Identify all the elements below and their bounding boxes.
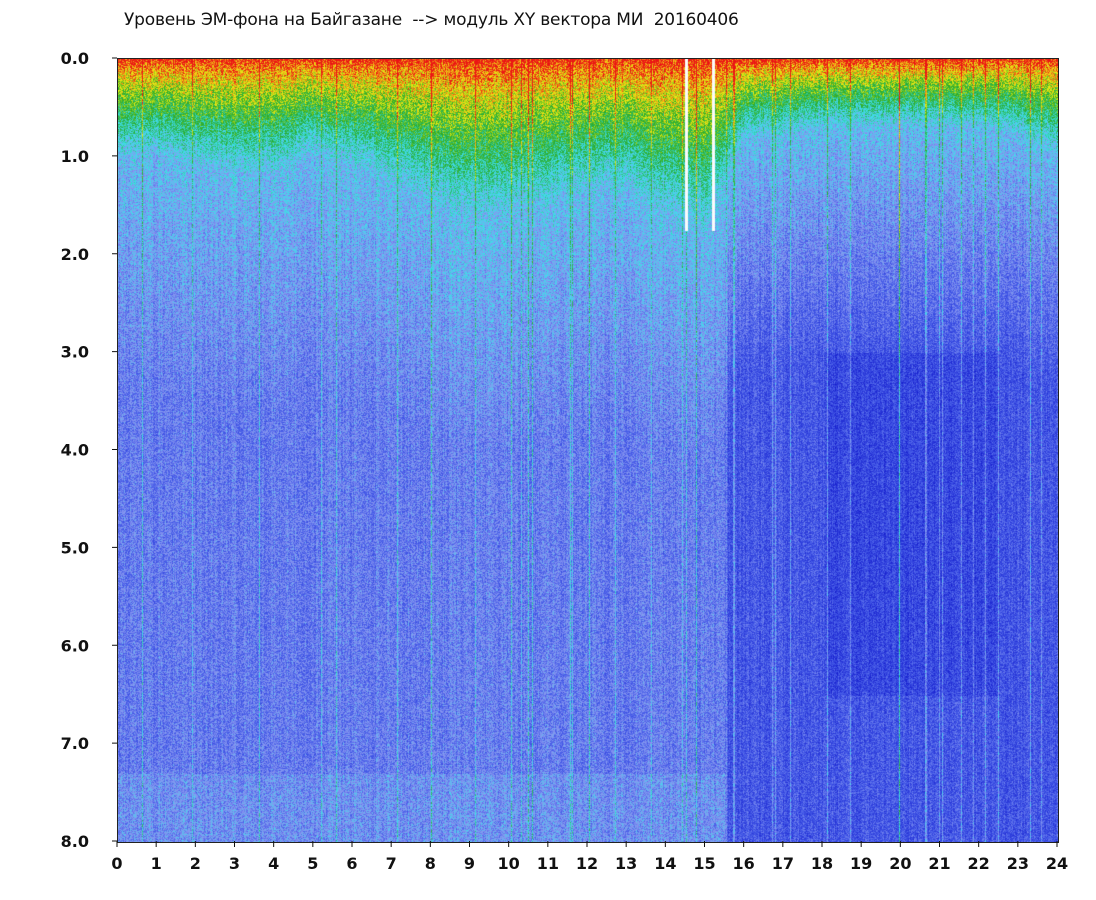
x-tick-label: 9 xyxy=(464,854,475,873)
x-tick-label: 3 xyxy=(229,854,240,873)
x-tick-label: 17 xyxy=(772,854,794,873)
x-tick-label: 4 xyxy=(268,854,279,873)
x-tick-label: 18 xyxy=(811,854,833,873)
x-tick-label: 24 xyxy=(1046,854,1068,873)
y-tick-label: 0.0 xyxy=(61,49,89,68)
y-axis: 0.0 1.0 2.0 3.0 4.0 5.0 6.0 7.0 8.0 xyxy=(61,49,117,851)
spectrogram-heatmap xyxy=(118,59,1058,842)
x-tick-label: 2 xyxy=(190,854,201,873)
x-tick-label: 14 xyxy=(654,854,676,873)
x-tick-label: 11 xyxy=(537,854,559,873)
x-tick-label: 16 xyxy=(733,854,755,873)
x-tick-label: 13 xyxy=(615,854,637,873)
x-tick-label: 23 xyxy=(1007,854,1029,873)
x-tick-label: 19 xyxy=(850,854,872,873)
x-tick-label: 22 xyxy=(968,854,990,873)
x-tick-label: 6 xyxy=(346,854,357,873)
x-tick-label: 5 xyxy=(307,854,318,873)
x-tick-label: 15 xyxy=(693,854,715,873)
y-tick-label: 3.0 xyxy=(61,343,89,362)
x-tick-label: 0 xyxy=(111,854,122,873)
x-tick-label: 8 xyxy=(425,854,436,873)
y-tick-label: 7.0 xyxy=(61,734,89,753)
y-tick-label: 8.0 xyxy=(61,832,89,851)
x-tick-label: 20 xyxy=(889,854,911,873)
plot-area xyxy=(117,58,1059,843)
x-tick-label: 7 xyxy=(386,854,397,873)
y-tick-label: 1.0 xyxy=(61,147,89,166)
x-tick-label: 10 xyxy=(498,854,520,873)
x-axis: 0 1 2 3 4 5 6 7 8 9 10 11 12 13 14 15 16 17 18 19 20 21 22 23 24 xyxy=(111,841,1068,873)
y-tick-label: 5.0 xyxy=(61,538,89,557)
x-tick-label: 21 xyxy=(928,854,950,873)
x-tick-label: 12 xyxy=(576,854,598,873)
y-tick-label: 2.0 xyxy=(61,245,89,264)
y-tick-label: 4.0 xyxy=(61,441,89,460)
x-tick-label: 1 xyxy=(151,854,162,873)
y-tick-label: 6.0 xyxy=(61,636,89,655)
chart-title: Уровень ЭМ-фона на Байгазане --> модуль … xyxy=(124,10,739,30)
